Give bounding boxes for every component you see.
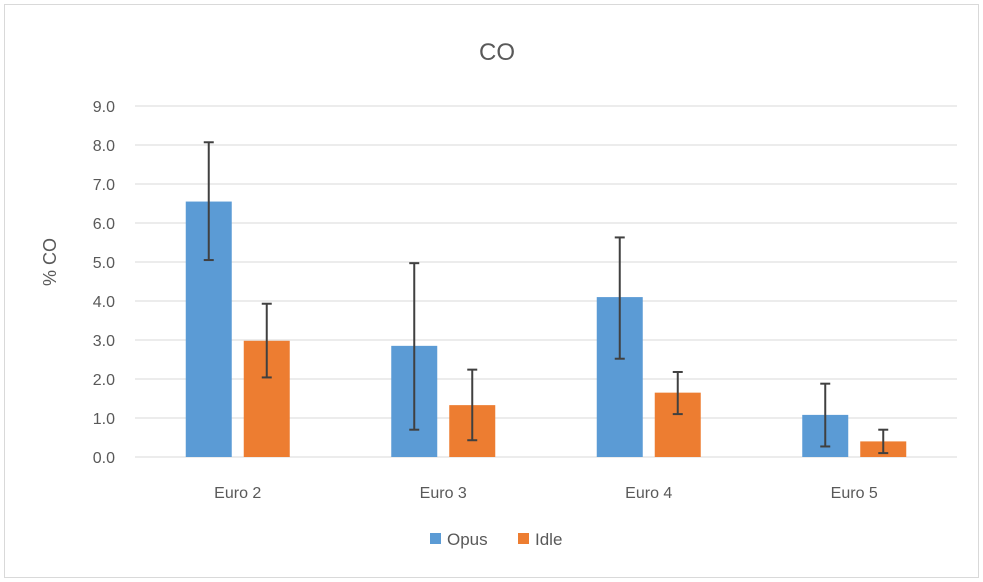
y-tick-label: 4.0 <box>93 294 115 311</box>
y-tick-label: 3.0 <box>93 333 115 350</box>
x-tick-label: Euro 5 <box>831 485 878 502</box>
x-tick-label: Euro 2 <box>214 485 261 502</box>
y-tick-label: 9.0 <box>93 99 115 116</box>
legend-swatch-opus <box>430 533 441 544</box>
y-tick-label: 5.0 <box>93 255 115 272</box>
y-tick-label: 7.0 <box>93 177 115 194</box>
y-axis-label: % CO <box>40 238 60 286</box>
x-tick-label: Euro 3 <box>420 485 467 502</box>
legend: Opus Idle <box>430 530 562 549</box>
legend-swatch-idle <box>518 533 529 544</box>
bars <box>185 201 907 457</box>
y-tick-label: 8.0 <box>93 138 115 155</box>
chart-title: CO <box>479 39 515 66</box>
legend-label-opus: Opus <box>447 530 488 549</box>
y-tick-label: 1.0 <box>93 411 115 428</box>
y-tick-label: 2.0 <box>93 372 115 389</box>
y-tick-label: 0.0 <box>93 450 115 467</box>
x-tick-labels: Euro 2 Euro 3 Euro 4 Euro 5 <box>214 485 878 502</box>
legend-label-idle: Idle <box>535 530 562 549</box>
error-bars <box>203 141 889 455</box>
x-tick-label: Euro 4 <box>625 485 672 502</box>
chart-frame <box>4 4 979 578</box>
y-tick-labels: 0.0 1.0 2.0 3.0 4.0 5.0 6.0 7.0 8.0 9.0 <box>93 99 115 467</box>
y-tick-label: 6.0 <box>93 216 115 233</box>
